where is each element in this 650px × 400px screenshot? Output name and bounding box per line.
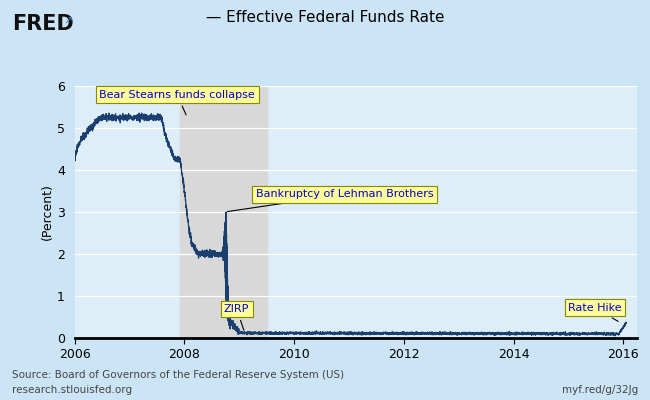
Text: Bankruptcy of Lehman Brothers: Bankruptcy of Lehman Brothers: [227, 189, 434, 212]
Text: Bear Stearns funds collapse: Bear Stearns funds collapse: [99, 90, 255, 115]
Bar: [180, 86, 266, 338]
Text: Rate Hike: Rate Hike: [569, 303, 622, 322]
Text: Source: Board of Governors of the Federal Reserve System (US): Source: Board of Governors of the Federa…: [12, 370, 344, 380]
Text: research.stlouisfed.org: research.stlouisfed.org: [12, 385, 132, 395]
Y-axis label: (Percent): (Percent): [41, 184, 54, 240]
Text: myf.red/g/32Jg: myf.red/g/32Jg: [562, 385, 638, 395]
Text: ↗: ↗: [64, 17, 73, 27]
Text: — Effective Federal Funds Rate: — Effective Federal Funds Rate: [206, 10, 444, 25]
Text: FRED: FRED: [12, 14, 73, 34]
Text: ZIRP: ZIRP: [224, 304, 250, 330]
